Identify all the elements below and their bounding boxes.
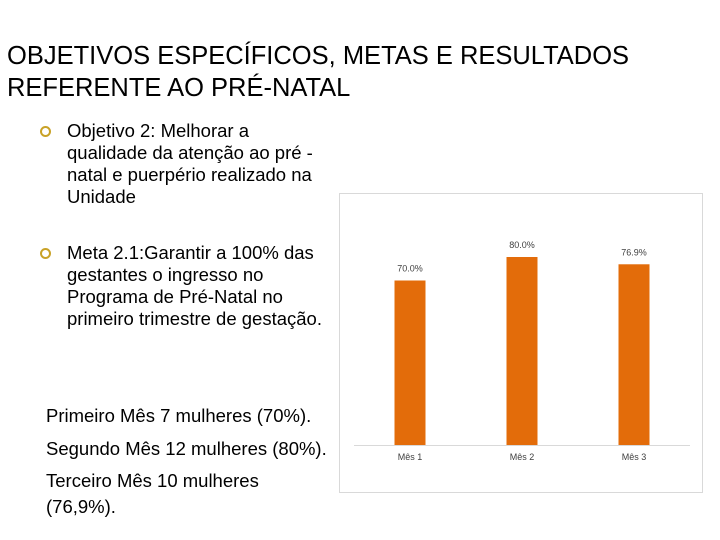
page-title-line-1: OBJETIVOS ESPECÍFICOS, METAS E RESULTADO… [7,42,630,70]
page-title: OBJETIVOS ESPECÍFICOS, METAS E RESULTADO… [7,40,717,104]
page-title-line-2: REFERENTE AO PRÉ-NATAL [7,74,351,102]
bullet-text-meta: Meta 2.1:Garantir a 100% das gestantes o… [67,242,322,329]
bar-chart: 70.0% Mês 1 80.0% Mês 2 76.9% Mês 3 [339,193,703,493]
bullet-item-meta: Meta 2.1:Garantir a 100% das gestantes o… [40,242,325,330]
bar-3 [618,264,650,445]
circle-bullet-icon [40,248,51,259]
bullet-list: Objetivo 2: Melhorar a qualidade da aten… [40,120,325,330]
bar-chart-svg: 70.0% Mês 1 80.0% Mês 2 76.9% Mês 3 [354,240,690,462]
bar-2 [506,257,538,445]
result-month-2: Segundo Mês 12 mulheres (80%). [46,437,327,459]
bullet-text-objetivo: Objetivo 2: Melhorar a qualidade da aten… [67,120,313,207]
bullet-item-objetivo: Objetivo 2: Melhorar a qualidade da aten… [40,120,325,208]
result-month-1: Primeiro Mês 7 mulheres (70%). [46,405,312,426]
data-label-1: 70.0% [397,264,423,274]
x-tick-label-2: Mês 2 [510,452,535,462]
x-tick-label-3: Mês 3 [622,452,647,462]
results-text: Primeiro Mês 7 mulheres (70%). Segundo M… [46,403,331,526]
bar-1 [394,280,426,445]
data-label-2: 80.0% [509,240,535,250]
circle-bullet-icon [40,126,51,137]
data-label-3: 76.9% [621,247,647,257]
result-month-3: Terceiro Mês 10 mulheres (76,9%). [46,470,259,517]
x-tick-label-1: Mês 1 [398,452,423,462]
